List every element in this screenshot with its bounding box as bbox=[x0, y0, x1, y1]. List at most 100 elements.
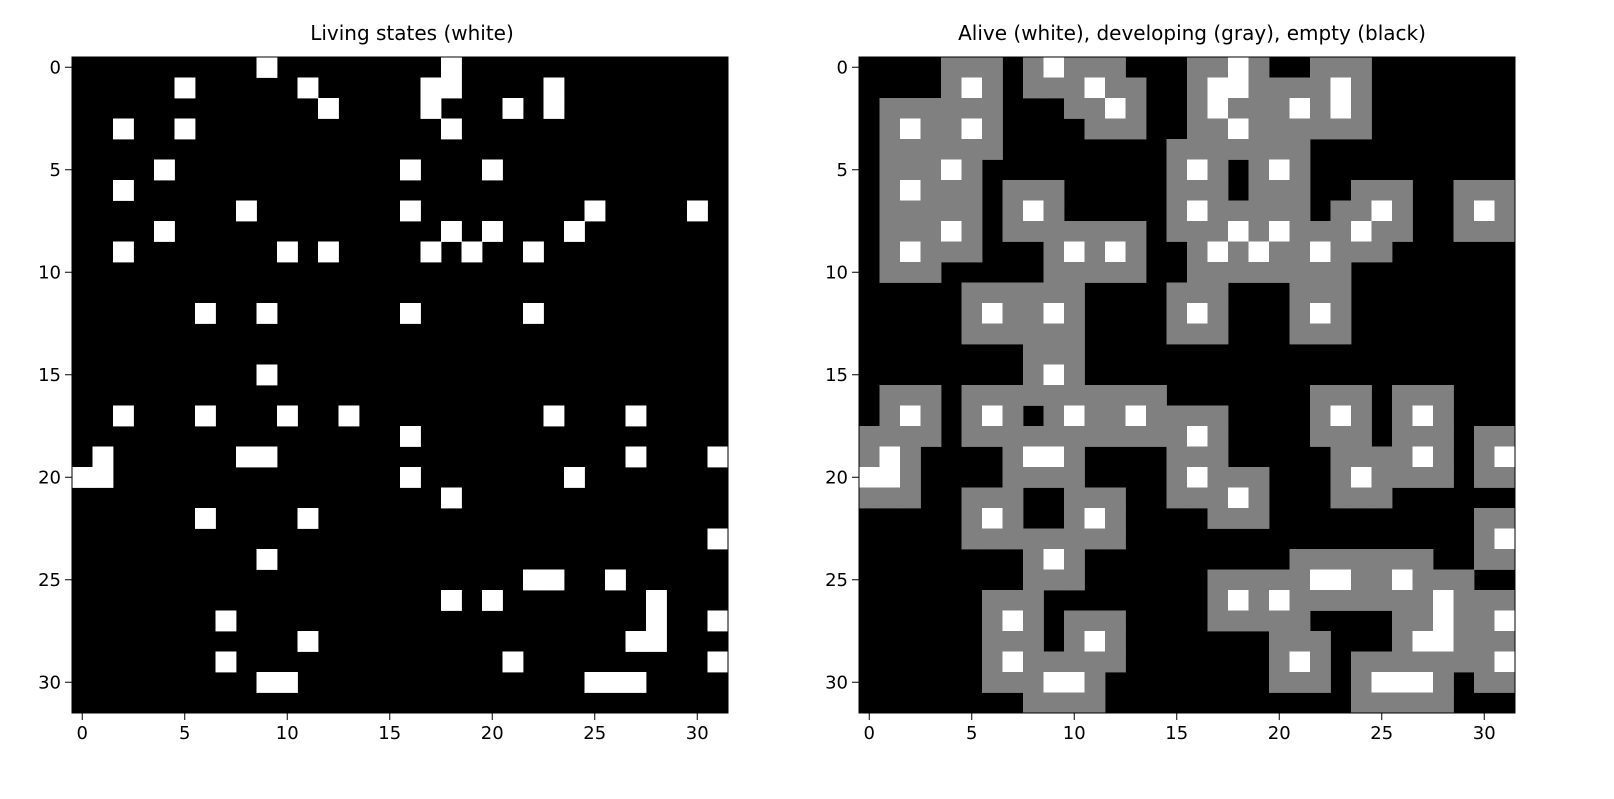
developing-cell bbox=[1310, 323, 1331, 345]
developing-cell bbox=[1494, 508, 1516, 529]
developing-cell bbox=[1187, 405, 1208, 427]
developing-cell bbox=[879, 159, 901, 181]
developing-cell bbox=[1248, 77, 1270, 99]
developing-cell bbox=[1269, 241, 1290, 263]
developing-cell bbox=[1371, 221, 1393, 242]
developing-cell bbox=[1351, 200, 1372, 222]
developing-cell bbox=[1207, 282, 1229, 304]
developing-cell bbox=[1392, 200, 1413, 222]
developing-cell bbox=[1494, 180, 1516, 201]
alive-cell bbox=[1392, 672, 1413, 693]
alive-cell bbox=[1228, 487, 1249, 509]
developing-cell bbox=[1043, 323, 1065, 345]
developing-cell bbox=[1412, 385, 1434, 406]
developing-cell bbox=[1269, 610, 1290, 632]
alive-cell bbox=[1228, 590, 1249, 611]
developing-cell bbox=[1289, 303, 1311, 324]
alive-cell bbox=[523, 241, 544, 263]
y-tick-label: 20 bbox=[38, 467, 61, 488]
developing-cell bbox=[1228, 241, 1249, 263]
alive-cell bbox=[900, 405, 921, 427]
developing-cell bbox=[1494, 549, 1516, 570]
developing-cell bbox=[920, 180, 942, 201]
developing-cell bbox=[1023, 221, 1044, 242]
developing-cell bbox=[1269, 569, 1290, 591]
developing-cell bbox=[1105, 221, 1126, 242]
alive-cell bbox=[961, 77, 983, 99]
y-tick-label: 15 bbox=[38, 365, 61, 386]
developing-cell bbox=[1023, 467, 1044, 488]
developing-cell bbox=[1207, 57, 1229, 78]
developing-cell bbox=[1351, 487, 1372, 509]
alive-cell bbox=[1064, 241, 1085, 263]
developing-cell bbox=[1330, 467, 1352, 488]
developing-cell bbox=[1187, 221, 1208, 242]
developing-cell bbox=[1392, 692, 1413, 714]
alive-cell bbox=[625, 405, 647, 427]
developing-cell bbox=[1392, 610, 1413, 632]
alive-cell bbox=[982, 405, 1003, 427]
heatmap-cells-right bbox=[859, 57, 1516, 714]
developing-cell bbox=[1187, 57, 1208, 78]
x-tick-label: 30 bbox=[1473, 723, 1496, 744]
developing-cell bbox=[1084, 672, 1106, 693]
developing-cell bbox=[1351, 77, 1372, 99]
developing-cell bbox=[941, 139, 962, 160]
developing-cell bbox=[1023, 77, 1044, 99]
developing-cell bbox=[1105, 262, 1126, 283]
developing-cell bbox=[1330, 590, 1352, 611]
y-tick-label: 0 bbox=[50, 57, 61, 78]
developing-cell bbox=[1330, 262, 1352, 283]
developing-cell bbox=[879, 241, 901, 263]
y-tick-label: 25 bbox=[38, 570, 61, 591]
alive-cell bbox=[420, 98, 442, 119]
developing-cell bbox=[982, 631, 1003, 652]
alive-cell bbox=[1207, 77, 1229, 99]
alive-cell bbox=[92, 467, 114, 488]
developing-cell bbox=[1084, 385, 1106, 406]
alive-cell bbox=[1043, 364, 1065, 386]
developing-cell bbox=[1043, 405, 1065, 427]
developing-cell bbox=[1125, 98, 1147, 119]
developing-cell bbox=[1105, 651, 1126, 673]
heatmap-background bbox=[72, 57, 728, 713]
developing-cell bbox=[1371, 467, 1393, 488]
developing-cell bbox=[1043, 569, 1065, 591]
developing-cell bbox=[1330, 221, 1352, 242]
alive-cell bbox=[982, 303, 1003, 324]
developing-cell bbox=[1289, 77, 1311, 99]
developing-cell bbox=[1084, 610, 1106, 632]
alive-cell bbox=[1187, 303, 1208, 324]
developing-cell bbox=[1084, 262, 1106, 283]
alive-cell bbox=[1228, 118, 1249, 140]
alive-cell bbox=[420, 77, 442, 99]
developing-cell bbox=[1146, 405, 1167, 427]
alive-cell bbox=[256, 57, 278, 78]
developing-cell bbox=[920, 221, 942, 242]
alive-cell bbox=[154, 159, 175, 181]
x-tick-label: 20 bbox=[1268, 723, 1291, 744]
developing-cell bbox=[1310, 672, 1331, 693]
developing-cell bbox=[1023, 610, 1044, 632]
developing-cell bbox=[941, 200, 962, 222]
developing-cell bbox=[1289, 241, 1311, 263]
developing-cell bbox=[1351, 672, 1372, 693]
developing-cell bbox=[1207, 467, 1229, 488]
x-tick-label: 0 bbox=[864, 723, 875, 744]
alive-cell bbox=[1043, 672, 1065, 693]
developing-cell bbox=[1392, 590, 1413, 611]
developing-cell bbox=[1002, 672, 1024, 693]
alive-cell bbox=[1043, 303, 1065, 324]
developing-cell bbox=[1412, 467, 1434, 488]
developing-cell bbox=[1207, 323, 1229, 345]
axes-frame-right bbox=[858, 56, 1516, 714]
developing-cell bbox=[1125, 385, 1147, 406]
developing-cell bbox=[1330, 426, 1352, 447]
developing-cell bbox=[961, 200, 983, 222]
alive-cell bbox=[1084, 631, 1106, 652]
developing-cell bbox=[1494, 221, 1516, 242]
y-tick-label: 5 bbox=[50, 160, 61, 181]
developing-cell bbox=[1371, 692, 1393, 714]
developing-cell bbox=[1064, 651, 1085, 673]
developing-cell bbox=[1023, 569, 1044, 591]
